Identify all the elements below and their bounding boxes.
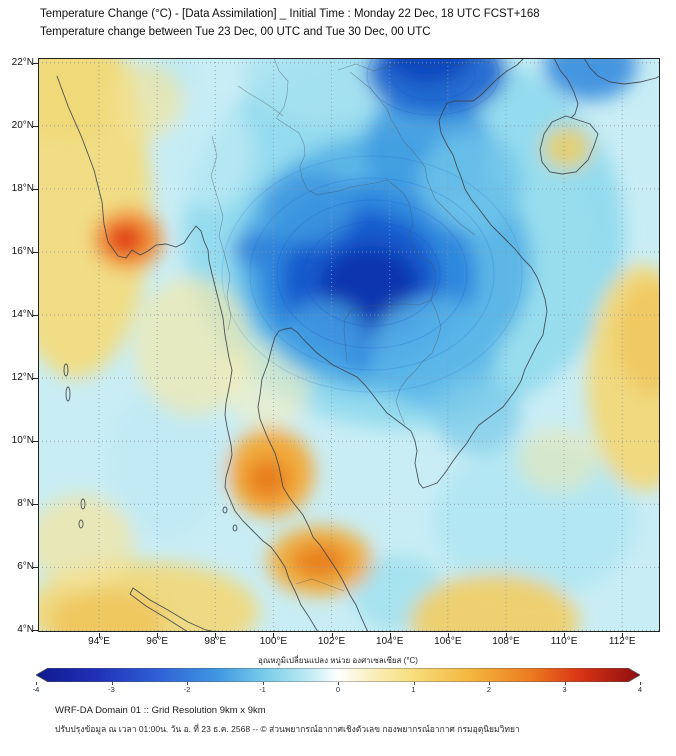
contour-lines [221,58,523,393]
country-borders-layer [210,58,493,592]
lon-label: 110°E [550,636,578,647]
lat-tick-mark [33,567,38,569]
temp-anomaly-blob [542,125,592,170]
lat-tick-mark [33,315,38,317]
lat-tick-mark [33,441,38,443]
colorbar-tick-label: 3 [562,685,567,694]
temperature-field-layer [38,58,660,632]
lat-label: 12°N [11,372,34,384]
temp-anomaly-blob [433,378,521,454]
lat-label: 20°N [11,119,34,131]
temp-anomaly-blob [107,62,184,139]
colorbar-tick-label: 4 [637,685,643,694]
page-title: Temperature Change (°C) - [Data Assimila… [40,8,540,20]
colorbar-tick-label: -4 [32,685,40,694]
temperature-change-map [38,58,660,632]
temp-anomaly-blob [517,428,599,492]
colorbar-tick-mark [187,682,188,685]
colorbar-tick-mark [36,682,37,685]
lon-label: 108°E [492,636,520,647]
temp-anomaly-blob [292,543,348,579]
temp-anomaly-blob [244,58,390,123]
lon-label: 100°E [259,636,288,647]
lat-label: 22°N [11,56,34,68]
colorbar-tick-mark [338,682,339,685]
temp-anomaly-blob [107,225,143,254]
temp-anomaly-blob [49,589,166,632]
lon-tick-mark [622,633,624,638]
lat-tick-mark [33,378,38,380]
lon-label: 94°E [88,636,110,647]
colorbar-tick-label: 1 [411,685,416,694]
temp-anomaly-blob [616,280,660,394]
lon-tick-mark [157,633,159,638]
temp-anomaly-blob [165,94,254,208]
lat-label: 14°N [11,309,34,321]
lon-label: 98°E [204,636,227,647]
colorbar-tick-label: 0 [335,685,341,694]
lat-tick-mark [33,62,38,64]
temp-anomaly-blob [383,58,472,85]
temp-anomaly-blob [285,299,367,369]
colorbar-tick-mark [413,682,415,685]
temp-anomaly-blob [418,132,524,234]
lon-tick-mark [389,633,391,638]
lon-tick-mark [215,633,217,638]
temp-anomaly-blob [410,573,579,632]
colorbar [36,668,640,682]
lon-label: 96°E [146,636,169,647]
lon-label: 102°E [317,636,346,647]
lat-label: 10°N [11,435,34,447]
lat-label: 6°N [17,561,34,573]
colorbar-tick-mark [489,682,490,685]
map-frame [38,58,660,632]
lon-tick-mark [273,633,275,638]
footer-credit-info: ปรับปรุงข้อมูล ณ เวลา 01:00น. วัน อ. ที่… [55,724,520,734]
colorbar-gradient-bar [36,668,640,682]
lon-tick-mark [331,633,333,638]
lat-tick-mark [33,504,38,506]
temp-anomaly-blob [245,458,290,500]
coastline-layer [56,58,660,632]
lon-tick-mark [447,633,449,638]
lat-label: 16°N [11,245,34,257]
colorbar-tick-mark [640,682,641,685]
lat-tick-mark [33,125,38,127]
temp-anomaly-blob [543,58,637,101]
lon-label: 104°E [376,636,404,647]
temp-anomaly-blob [107,387,224,539]
lon-tick-mark [99,633,101,638]
footer-domain-info: WRF-DA Domain 01 :: Grid Resolution 9km … [55,705,266,716]
colorbar-tick-label: -2 [183,685,191,694]
lat-label: 4°N [17,624,34,636]
temp-anomaly-blob [38,494,134,590]
lat-tick-mark [33,251,38,253]
temp-anomaly-blob [38,58,134,142]
colorbar-label: อุณหภูมิเปลี่ยนแปลง หน่วย องศาเซลเซียส (… [258,656,418,665]
colorbar-tick-label: -1 [259,685,266,694]
colorbar-tick-mark [262,682,264,685]
lat-label: 8°N [17,498,34,510]
lon-tick-mark [505,633,507,638]
lon-label: 106°E [434,636,462,647]
lat-label: 18°N [11,182,34,194]
lon-tick-mark [564,633,566,638]
lon-label: 112°E [608,636,636,647]
colorbar-tick-label: 2 [486,685,492,694]
temp-anomaly-blob [232,229,280,268]
lat-tick-mark [33,630,38,632]
colorbar-tick-mark [564,682,566,685]
lat-tick-mark [33,188,38,190]
colorbar-tick-label: -3 [108,685,115,694]
map-area [38,58,660,632]
page-subtitle: Temperature change between Tue 23 Dec, 0… [40,26,431,38]
colorbar-tick-mark [111,682,113,685]
